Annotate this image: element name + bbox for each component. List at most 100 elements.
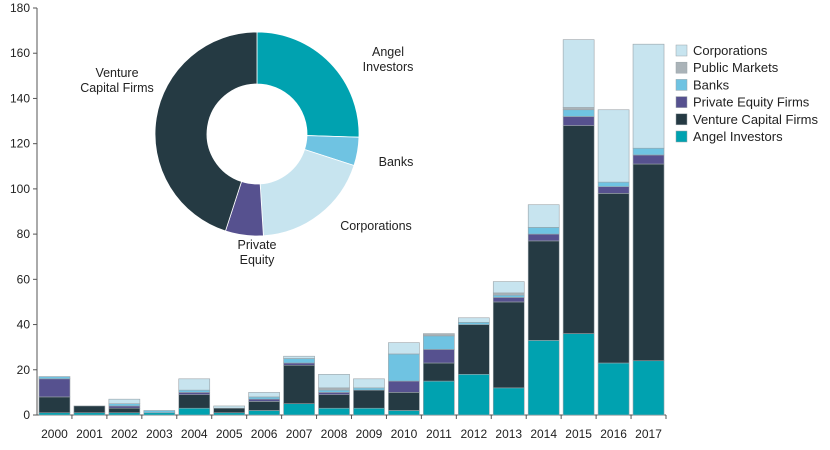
bar-banks-2014 [527,227,560,235]
bar-corporations-2002 [108,398,141,404]
bar-venture-capital-firms-2008 [318,394,350,409]
bar-banks-2009 [353,387,385,391]
x-tick-label: 2016 [600,427,627,441]
bar-angel-investors-2006 [248,410,280,416]
bar-corporations-2005 [213,405,245,409]
legend-label-corporations: Corporations [693,43,768,58]
axes: 0 20 40 60 80 100 120 140 160 180 2000 2001 2002 2003… [10,1,667,441]
bar-venture-capital-firms-2006 [248,401,280,411]
bar-banks-2000 [38,376,71,380]
bar-private-equity-firms-2013 [492,297,525,303]
bar-angel-investors-2011 [423,380,455,416]
bar-corporations-2013 [492,281,525,294]
y-tick-label: 100 [10,182,30,196]
bar-banks-2007 [283,358,315,364]
x-tick-label: 2001 [76,427,103,441]
donut-label-angel-investors: Angel Investors [363,45,414,74]
bar-angel-investors-2005 [213,412,245,416]
bar-private-equity-firms-2014 [527,233,560,242]
bar-corporations-2010 [388,342,420,355]
y-tick-label: 80 [17,227,31,241]
bar-venture-capital-firms-2011 [423,362,455,382]
bar-corporations-2012 [458,317,490,323]
legend-label-private-equity-firms: Private Equity Firms [693,95,810,110]
bar-banks-2016 [597,181,630,187]
x-tick-label: 2007 [286,427,313,441]
legend-label-public-markets: Public Markets [693,60,779,75]
bar-venture-capital-firms-2010 [388,392,420,411]
bar-private-equity-firms-2002 [108,405,141,409]
bar-angel-investors-2003 [143,412,176,416]
bar-venture-capital-firms-2015 [562,125,595,334]
donut-chart: Angel Investors Banks Corporations Private Eq… [80,31,414,267]
bar-public-markets-2015 [562,107,595,111]
bar-venture-capital-firms-2014 [527,240,560,341]
bar-banks-2008 [318,389,350,393]
y-tick-label: 0 [23,408,30,422]
bar-corporations-2016 [597,109,630,183]
y-tick-label: 140 [10,91,30,105]
donut-label-venture-capital-firms: Venture Capital Firms [80,66,154,95]
bar-banks-2003 [143,410,176,414]
legend-swatch-private-equity-firms [675,96,688,108]
bar-angel-investors-2010 [388,410,420,416]
bar-angel-investors-2012 [458,373,490,416]
bar-private-equity-firms-2004 [178,392,211,395]
donut-label-banks: Banks [379,155,414,169]
bar-angel-investors-2001 [73,412,106,416]
bar-banks-2004 [178,389,211,393]
bar-public-markets-2013 [492,292,525,296]
bar-angel-investors-2014 [527,340,560,416]
legend-swatch-venture-capital-firms [675,113,688,126]
bar-banks-2017 [632,147,665,156]
y-tick-label: 20 [17,363,31,377]
bar-venture-capital-firms-2013 [492,301,525,389]
x-tick-label: 2015 [565,427,592,441]
bar-venture-capital-firms-2004 [178,394,211,409]
bar-venture-capital-firms-2001 [73,405,106,414]
x-tick-label: 2003 [146,427,173,441]
bar-corporations-2006 [248,392,280,398]
bar-angel-investors-2000 [38,412,71,416]
bar-angel-investors-2002 [108,412,141,416]
x-tick-label: 2004 [181,427,208,441]
x-tick-label: 2014 [530,427,557,441]
bar-banks-2002 [108,403,141,407]
legend-swatch-banks [675,79,688,91]
x-tick-label: 2013 [495,427,522,441]
bar-private-equity-firms-2010 [388,380,420,393]
bar-angel-investors-2008 [318,407,350,416]
bar-angel-investors-2016 [597,362,630,416]
legend-label-banks: Banks [693,77,730,92]
y-tick-label: 160 [10,46,30,60]
bar-public-markets-2011 [423,333,455,337]
bar-corporations-2007 [283,355,315,359]
y-tick-label: 60 [17,272,31,286]
x-tick-label: 2011 [426,427,452,441]
bar-private-equity-firms-2007 [283,362,315,366]
x-tick-label: 2002 [111,427,138,441]
bar-private-equity-firms-2015 [562,116,595,126]
y-tick-label: 120 [10,137,30,151]
donut-label-private-equity: Private Equity [238,238,277,267]
bar-corporations-2009 [353,378,385,389]
bar-corporations-2017 [632,43,665,149]
bar-corporations-2004 [178,378,211,391]
legend-swatch-public-markets [675,61,688,74]
bar-venture-capital-firms-2007 [283,364,315,404]
x-tick-label: 2017 [635,427,662,441]
x-tick-label: 2009 [356,427,383,441]
x-tick-label: 2005 [216,427,243,441]
bar-angel-investors-2017 [632,360,665,416]
bar-corporations-2014 [527,204,560,228]
x-tick-label: 2008 [321,427,348,441]
bar-angel-investors-2015 [562,333,595,416]
bar-angel-investors-2013 [492,387,525,416]
bar-public-markets-2008 [318,387,350,391]
donut-slice-angel-investors [256,31,360,138]
x-tick-label: 2006 [251,427,278,441]
bar-venture-capital-firms-2002 [108,407,141,414]
bar-private-equity-firms-2016 [597,186,630,194]
bar-venture-capital-firms-2016 [597,193,630,364]
bar-private-equity-firms-2017 [632,154,665,165]
